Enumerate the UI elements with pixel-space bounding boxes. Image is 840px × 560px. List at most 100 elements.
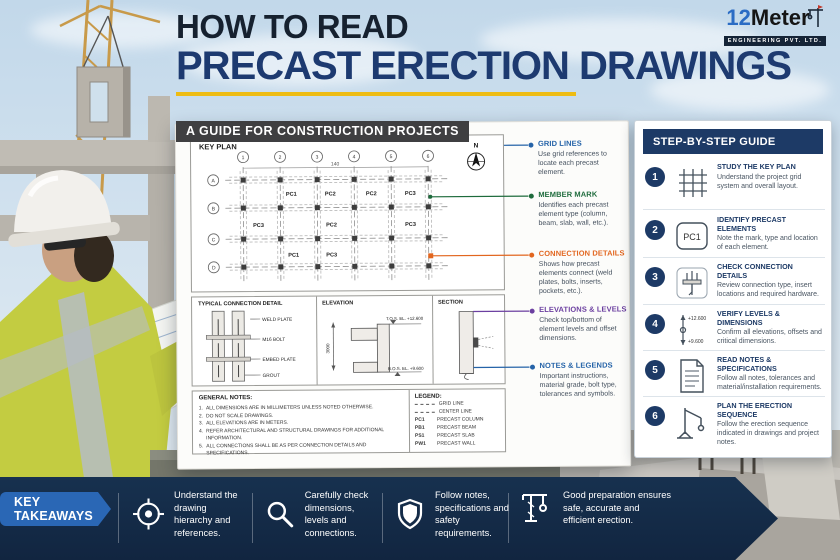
svg-text:5: 5: [390, 154, 393, 160]
callout-title: CONNECTION DETAILS: [538, 248, 625, 259]
north-arrow-icon: N: [467, 142, 486, 171]
svg-text:PC3: PC3: [326, 252, 337, 258]
svg-text:PC3: PC3: [405, 191, 416, 197]
step-number-badge: 1: [645, 167, 665, 187]
svg-text:6: 6: [427, 154, 430, 160]
svg-text:3: 3: [316, 155, 319, 161]
svg-text:1: 1: [242, 155, 245, 161]
shield-icon: [397, 498, 423, 530]
note-item: 1. ALL DIMENSIONS ARE IN MILLIMETERS UNLE…: [198, 404, 374, 412]
company-logo: 12 Meter ENGINEERING PVT. LTD.: [716, 5, 834, 47]
step-title: IDENTIFY PRECAST ELEMENTS: [717, 215, 786, 233]
divider: [408, 389, 411, 452]
key-takeaways-bar: KEY TAKEAWAYS Understand the drawing hie…: [0, 477, 778, 560]
logo-crane-icon: [807, 5, 823, 27]
step-1: 1 STUDY THE KEY PLAN Understand the proj…: [643, 161, 825, 207]
divider: [643, 396, 825, 397]
key-takeaways-label: KEY TAKEAWAYS: [14, 495, 93, 523]
key-plan-panel: KEY PLAN: [189, 134, 505, 293]
connection-detail-drawing: WELD PLATE M16 BOLT EMBED PLATE GROUT: [205, 310, 296, 382]
svg-text:+9.600: +9.600: [688, 339, 704, 345]
step-number-badge: 4: [645, 314, 665, 334]
general-notes-title: GENERAL NOTES:: [198, 395, 253, 402]
document-icon: [680, 359, 704, 393]
step-desc: Review connection type, insert locations…: [717, 282, 819, 299]
key-plan-drawing: 140 1 2 3 4 5 6 A B C D: [207, 142, 486, 284]
step-title: READ NOTES & SPECIFICATIONS: [717, 355, 777, 373]
takeaway-3: Follow notes, specifications and safety …: [394, 489, 520, 539]
divider: [643, 209, 825, 210]
takeaway-1: Understand the drawing hierarchy and ref…: [132, 489, 244, 539]
section-drawing: [458, 311, 494, 380]
step-desc: Note the mark, type and location of each…: [717, 235, 818, 252]
svg-text:N: N: [474, 142, 479, 149]
callout-desc: Shows how precast elements connect (weld…: [538, 260, 613, 296]
divider: [643, 257, 825, 258]
takeaway-text: Follow notes, specifications and safety …: [435, 490, 509, 538]
plan-top-dimension: 140: [331, 161, 340, 167]
callout-title: ELEVATIONS & LEVELS: [539, 304, 627, 315]
callout-member-mark: MEMBER MARK Identifies each precast elem…: [538, 189, 626, 228]
connection-joint-icon: [676, 267, 708, 299]
separator: [508, 493, 509, 543]
general-notes-list: 1. ALL DIMENSIONS ARE IN MILLIMETERS UNLE…: [199, 404, 399, 458]
gold-underline: [176, 91, 576, 96]
separator: [118, 493, 119, 543]
svg-text:PC2: PC2: [326, 222, 337, 228]
column-markers: [240, 176, 432, 270]
separator: [252, 493, 253, 543]
key-takeaways-pill: KEY TAKEAWAYS: [0, 492, 111, 526]
logo-name: Meter: [750, 5, 810, 30]
page-title-line1: HOW TO READ: [176, 8, 409, 45]
detail-panels: TYPICAL CONNECTION DETAIL ELEVATION SECT…: [191, 294, 506, 387]
section-title: SECTION: [438, 299, 463, 306]
logo-tagline: ENGINEERING PVT. LTD.: [723, 36, 827, 46]
step-2: 2 PC1 IDENTIFY PRECAST ELEMENTS Note the…: [643, 214, 825, 260]
note-item: 5. ALL CONNECTIONS SHALL BE AS PER CONNEC…: [199, 441, 367, 457]
divider: [643, 304, 825, 305]
svg-text:PC2: PC2: [325, 191, 336, 197]
legend: LEGEND: GRID LINE CENTER LINE PC1 PRECAST…: [415, 393, 503, 448]
callout-title: MEMBER MARK: [538, 189, 598, 200]
svg-text:PC3: PC3: [253, 223, 264, 229]
note-item: 4. REFER ARCHITECTURAL AND STRUCTURAL DRA…: [198, 426, 385, 442]
step-number-badge: 6: [645, 406, 665, 426]
divider: [432, 295, 434, 384]
elevation-drawing: 3000 T.O.S. EL. +12.600 B.O.S. EL. +9.60…: [325, 316, 424, 377]
callout-connection-details: CONNECTION DETAILS Shows how precast ele…: [539, 248, 627, 296]
step-desc: Understand the project grid system and o…: [717, 173, 802, 190]
step-3: 3 CHECK CONNECTION DETAILS Review connec…: [643, 261, 825, 307]
step-desc: Confirm all elevations, offsets and crit…: [717, 329, 822, 346]
step-title: CHECK CONNECTION DETAILS: [717, 262, 793, 280]
clouds: [30, 12, 830, 110]
pc1-mark-icon: PC1: [676, 222, 708, 250]
svg-text:4: 4: [353, 154, 356, 160]
step-desc: Follow the erection sequence indicated i…: [717, 421, 819, 447]
divider: [643, 350, 825, 351]
svg-text:PC3: PC3: [405, 222, 416, 228]
grid-bubbles-columns: 1 2 3 4 5 6: [237, 149, 434, 164]
step-number-badge: 5: [645, 360, 665, 380]
callout-elevations-levels: ELEVATIONS & LEVELS Check top/bottom of …: [539, 304, 627, 343]
svg-text:A: A: [212, 178, 216, 184]
connection-detail-title: TYPICAL CONNECTION DETAIL: [198, 300, 283, 308]
svg-text:3000: 3000: [325, 343, 330, 354]
svg-text:WELD PLATE: WELD PLATE: [262, 317, 292, 323]
svg-text:C: C: [212, 237, 216, 243]
step-title: PLAN THE ERECTION SEQUENCE: [717, 401, 793, 419]
step-desc: Follow all notes, tolerances and materia…: [717, 375, 822, 392]
step-guide-header: STEP-BY-STEP GUIDE: [643, 129, 823, 154]
callout-desc: Use grid references to locate each preca…: [537, 150, 607, 177]
center-line-symbol: [414, 411, 435, 413]
takeaway-text: Good preparation ensures safe, accurate …: [563, 490, 672, 526]
svg-text:2: 2: [279, 155, 282, 161]
svg-text:B: B: [212, 206, 216, 212]
header: HOW TO READ PRECAST ERECTION DRAWINGS A …: [176, 8, 792, 142]
notes-legend-panel: GENERAL NOTES: 1. ALL DIMENSIONS ARE IN M…: [191, 388, 507, 456]
grid-bubbles-rows: A B C D: [207, 174, 220, 274]
svg-text:PC1: PC1: [683, 232, 701, 242]
page-title-line2: PRECAST ERECTION DRAWINGS: [176, 43, 792, 88]
callout-title: NOTES & LEGENDS: [539, 360, 613, 371]
callout-desc: Check top/bottom of element levels and o…: [539, 316, 617, 343]
